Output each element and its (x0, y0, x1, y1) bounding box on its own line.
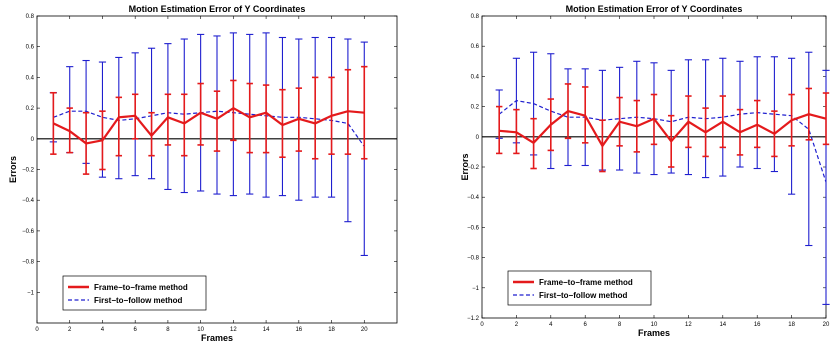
chart-title: Motion Estimation Error of Y Coordinates (566, 4, 743, 14)
y-axis-label: Errors (8, 156, 18, 183)
y-tick-label: 0 (31, 137, 35, 143)
y-tick-label: −1 (27, 290, 35, 296)
x-tick-label: 8 (166, 327, 170, 333)
x-tick-label: 2 (515, 322, 519, 328)
y-tick-label: 0 (476, 135, 480, 141)
chart-title: Motion Estimation Error of Y Coordinates (129, 4, 306, 14)
y-axis-label: Errors (460, 153, 470, 180)
y-tick-label: 0.2 (471, 105, 480, 111)
y-tick-label: 0.8 (471, 14, 480, 20)
y-tick-label: −0.6 (467, 225, 480, 231)
y-tick-label: 0.6 (471, 44, 480, 50)
x-tick-label: 4 (549, 322, 553, 328)
x-tick-label: 0 (480, 322, 484, 328)
y-tick-label: 0.4 (471, 74, 480, 80)
legend: Frame−to−frame method First−to−follow met… (508, 271, 651, 305)
y-tick-label: 0.8 (26, 14, 35, 20)
y-tick-label: 0.4 (26, 75, 35, 81)
x-tick-label: 2 (68, 327, 72, 333)
x-tick-label: 8 (618, 322, 622, 328)
x-tick-label: 18 (788, 322, 795, 328)
y-tick-label: −0.8 (467, 256, 480, 262)
x-tick-label: 20 (361, 327, 368, 333)
x-axis-label: Frames (638, 328, 670, 338)
x-tick-label: 6 (134, 327, 138, 333)
y-tick-label: −0.4 (467, 195, 480, 201)
y-tick-label: −0.8 (22, 260, 35, 266)
x-tick-label: 14 (719, 322, 726, 328)
x-tick-label: 14 (263, 327, 270, 333)
legend-label: Frame−to−frame method (94, 283, 188, 292)
x-tick-label: 12 (685, 322, 692, 328)
legend-label: First−to−follow method (539, 291, 628, 300)
x-tick-label: 4 (101, 327, 105, 333)
y-tick-label: 0.6 (26, 45, 35, 51)
y-tick-label: −1.2 (467, 316, 480, 322)
legend-label: Frame−to−frame method (539, 278, 633, 287)
x-tick-label: 18 (328, 327, 335, 333)
x-tick-label: 16 (754, 322, 761, 328)
legend-label: First−to−follow method (94, 296, 183, 305)
x-tick-label: 6 (584, 322, 588, 328)
x-tick-label: 0 (35, 327, 39, 333)
x-tick-label: 16 (295, 327, 302, 333)
y-tick-label: −0.2 (22, 168, 35, 174)
x-axis-label: Frames (201, 333, 233, 343)
y-tick-label: 0.2 (26, 106, 35, 112)
y-tick-label: −1 (472, 286, 480, 292)
y-tick-label: −0.4 (22, 198, 35, 204)
y-tick-label: −0.6 (22, 229, 35, 235)
x-tick-label: 20 (823, 322, 830, 328)
legend: Frame−to−frame method First−to−follow met… (63, 276, 206, 310)
